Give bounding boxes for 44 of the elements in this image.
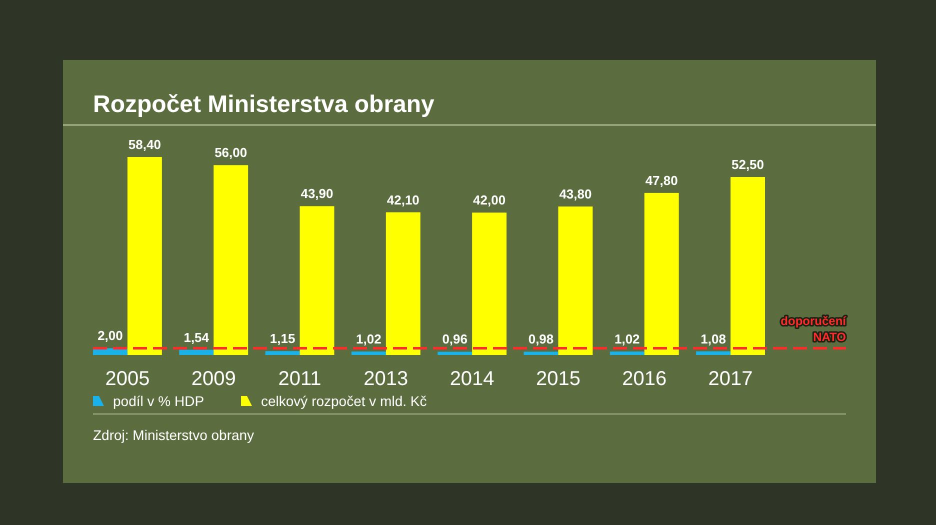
bar [730, 177, 765, 355]
x-tick-label: 2015 [536, 368, 580, 390]
x-tick-label: 2009 [191, 368, 236, 390]
bar [300, 206, 334, 355]
data-label: 43,80 [559, 186, 592, 202]
x-tick-label: 2005 [105, 368, 150, 390]
bar [265, 351, 300, 355]
x-tick-label: 2017 [708, 368, 753, 390]
data-label: 56,00 [214, 145, 248, 160]
data-label: 0,96 [442, 332, 468, 347]
data-label: 2,00 [98, 328, 123, 344]
bar [438, 352, 472, 355]
data-label: 58,40 [128, 137, 161, 152]
data-label: 52,50 [731, 157, 764, 172]
bar [610, 352, 644, 355]
legend-label: celkový rozpočet v mld. Kč [261, 393, 427, 409]
data-label: 42,00 [473, 192, 506, 208]
chart-title: Rozpočet Ministerstva obrany [93, 91, 436, 118]
bar [558, 206, 593, 355]
bar [644, 192, 679, 355]
x-tick-label: 2014 [450, 368, 494, 390]
text: Zdroj: Ministerstvo obrany [93, 427, 254, 443]
data-label: 1,02 [356, 332, 382, 347]
data-label: 0,98 [528, 332, 554, 347]
x-tick-label: 2016 [622, 368, 667, 390]
data-label: 1,08 [700, 331, 726, 346]
bar [524, 352, 558, 355]
data-label: 42,10 [386, 192, 420, 208]
data-label: 1,15 [270, 331, 296, 346]
bar [214, 165, 248, 355]
bar [472, 212, 507, 355]
bar [127, 157, 162, 355]
data-label: 47,80 [645, 172, 678, 188]
legend-label: podíl v % HDP [113, 393, 204, 409]
bar [696, 351, 731, 355]
x-tick-label: 2013 [364, 368, 408, 390]
bar [386, 212, 420, 355]
data-label: 1,02 [614, 332, 640, 347]
bar [179, 350, 214, 355]
data-label: 43,90 [300, 186, 334, 202]
bar [351, 352, 386, 355]
x-tick-label: 2011 [278, 368, 322, 390]
data-label: 1,54 [184, 330, 210, 345]
ref-line-label: doporučení NATO [780, 314, 847, 344]
